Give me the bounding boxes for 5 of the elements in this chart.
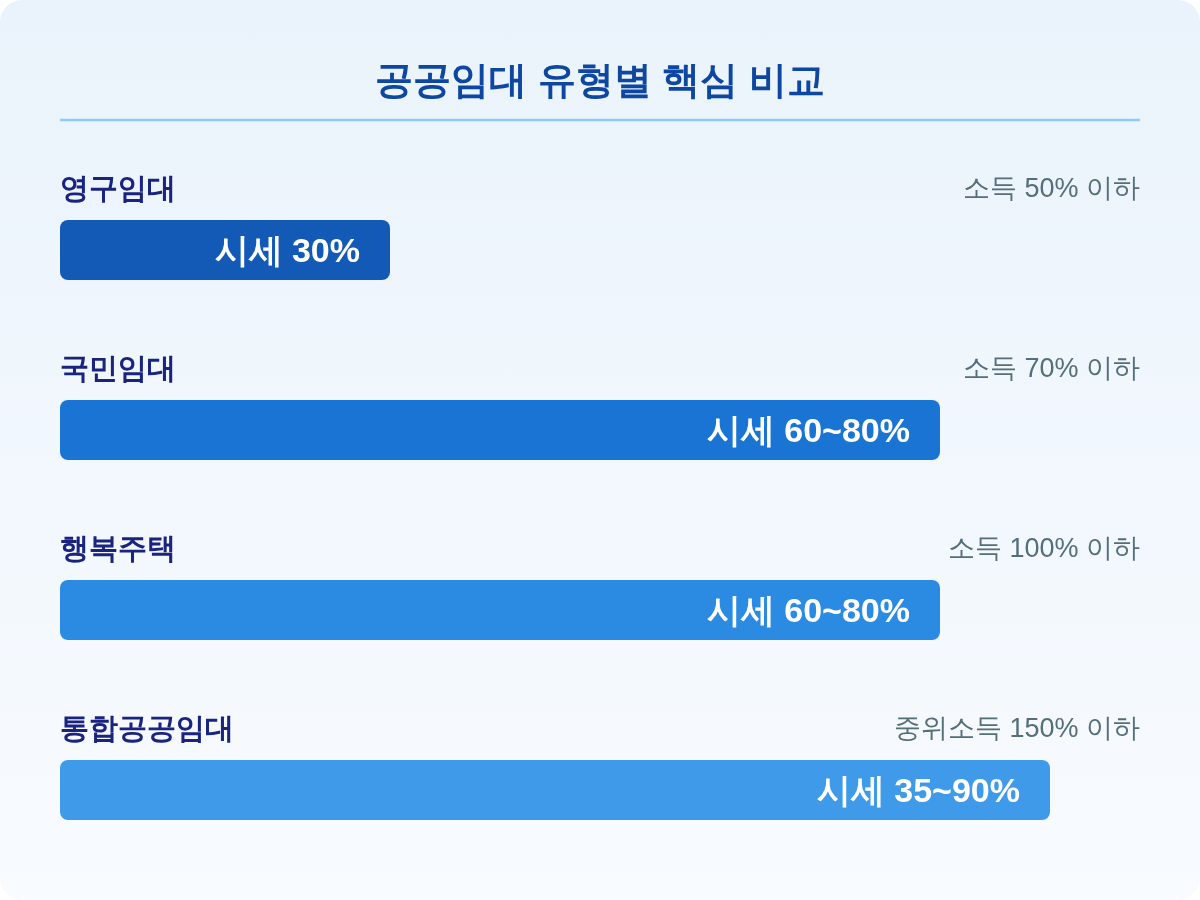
annotation: 소득 100% 이하 [947, 533, 1140, 563]
annotation: 소득 50% 이하 [962, 173, 1140, 203]
annotation: 중위소득 150% 이하 [893, 713, 1140, 743]
title: 공공임대 유형별 핵심 비교 [375, 59, 825, 101]
annotation: 소득 70% 이하 [962, 353, 1140, 383]
